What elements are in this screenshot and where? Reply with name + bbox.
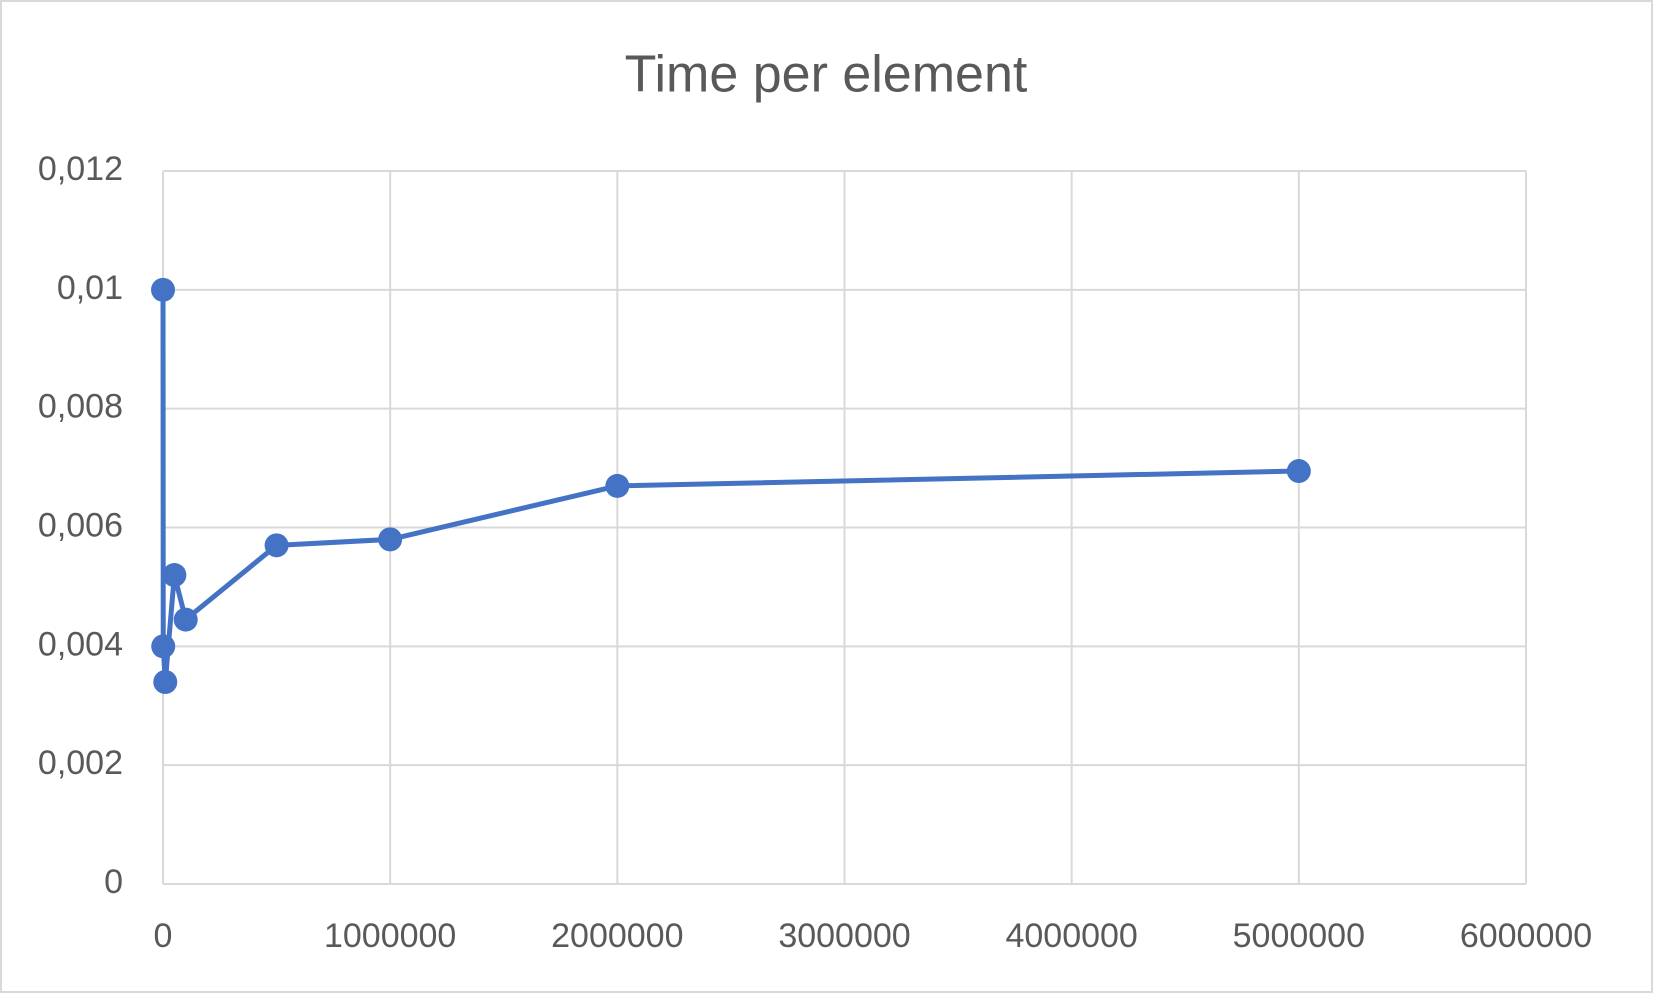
y-tick-label: 0,008 xyxy=(38,388,123,426)
x-tick-label: 3000000 xyxy=(778,917,910,955)
x-tick-label: 1000000 xyxy=(324,917,456,955)
data-point xyxy=(151,634,176,659)
data-point xyxy=(605,473,630,498)
x-tick-label: 2000000 xyxy=(551,917,683,955)
data-point xyxy=(162,563,187,588)
data-point xyxy=(151,277,176,302)
data-point xyxy=(173,607,198,632)
chart-title: Time per element xyxy=(625,46,1028,104)
y-tick-label: 0,01 xyxy=(57,269,123,307)
x-tick-label: 0 xyxy=(154,917,173,955)
data-point xyxy=(153,669,178,694)
y-tick-label: 0,012 xyxy=(38,150,123,188)
y-tick-label: 0 xyxy=(104,863,123,901)
data-point xyxy=(1286,459,1311,484)
data-point xyxy=(264,533,289,558)
data-point xyxy=(378,527,403,552)
x-tick-label: 5000000 xyxy=(1233,917,1365,955)
y-tick-label: 0,006 xyxy=(38,506,123,544)
y-tick-label: 0,002 xyxy=(38,744,123,782)
y-tick-label: 0,004 xyxy=(38,625,123,663)
x-tick-label: 4000000 xyxy=(1005,917,1137,955)
x-tick-label: 6000000 xyxy=(1460,917,1592,955)
